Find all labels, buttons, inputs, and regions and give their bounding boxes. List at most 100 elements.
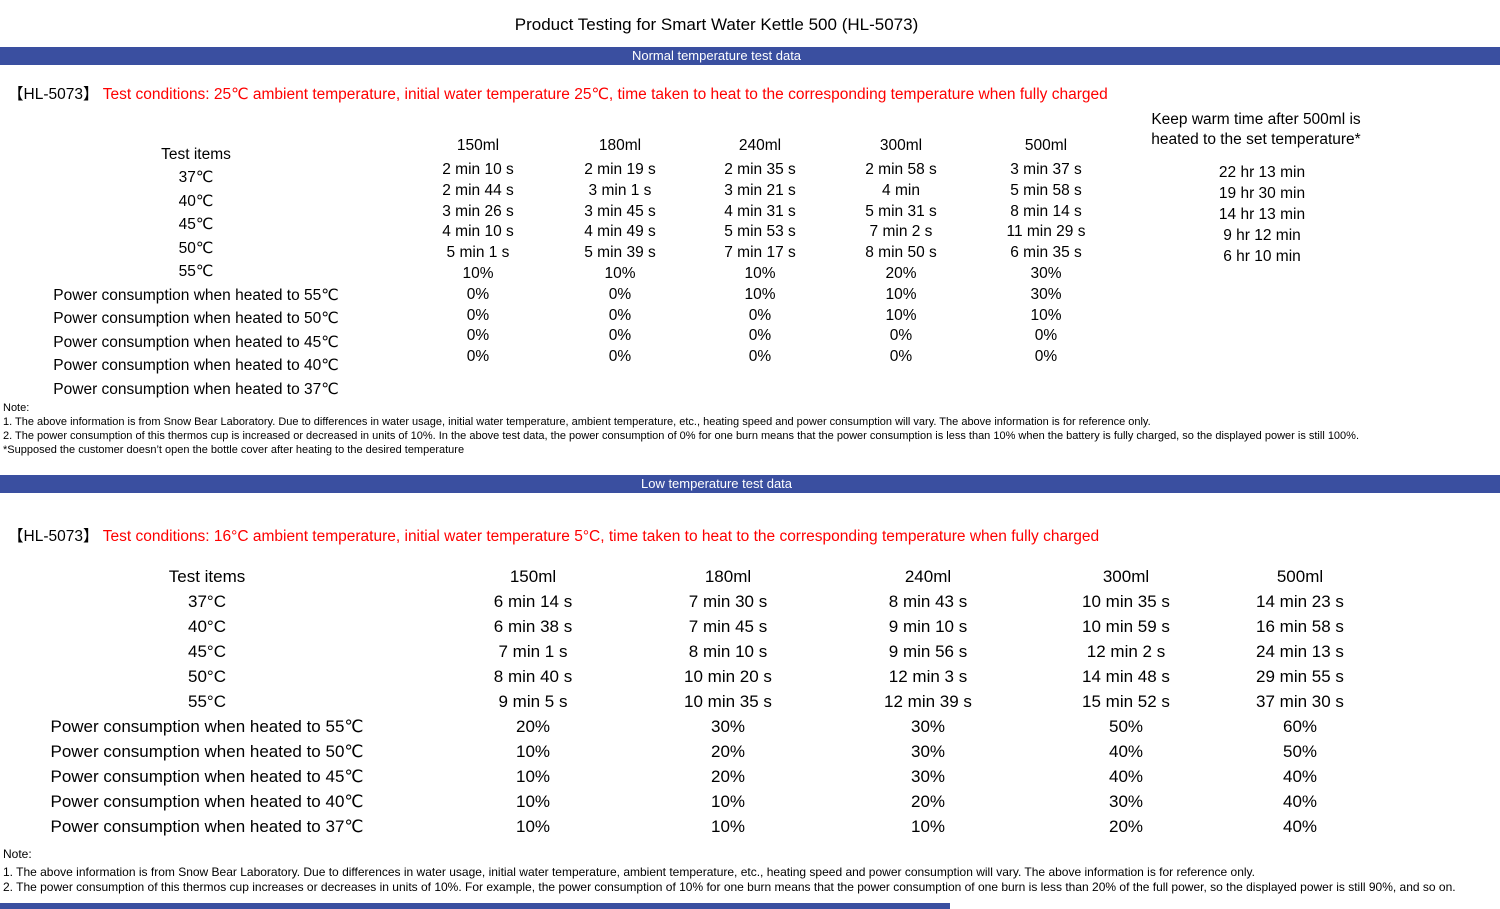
note-line: *Supposed the customer doesn’t open the … (3, 444, 465, 456)
note-heading: Note: (3, 402, 30, 414)
t1-cell: 7 min 2 s (869, 223, 933, 241)
t1-cell: 5 min 53 s (724, 223, 796, 241)
t1-column-header: 300ml (879, 137, 923, 154)
t2-row-label-header: Test items (168, 567, 246, 586)
t2-cell: 30% (710, 717, 746, 736)
t2-row-label: Power consumption when heated to 50℃ (50, 742, 364, 761)
t2-cell: 10% (515, 742, 551, 761)
t1-row-label: Power consumption when heated to 37℃ (53, 380, 339, 398)
t2-cell: 40% (1108, 742, 1144, 761)
t1-row-label: 37℃ (178, 169, 214, 186)
t2-row-label: 50°C (188, 667, 226, 686)
t2-cell: 30% (1108, 792, 1144, 811)
t1-cell: 0% (466, 306, 490, 324)
t1-cell: 0% (466, 327, 490, 345)
t1-cell: 0% (608, 348, 632, 366)
t2-row-label: 45°C (188, 642, 226, 661)
t2-cell: 14 min 48 s (1082, 667, 1170, 686)
t1-cell: 2 min 19 s (584, 161, 656, 178)
t1-keepwarm-header: heated to the set temperature* (1151, 131, 1361, 148)
section-banner-normal: Normal temperature test data (0, 47, 1500, 65)
t1-row-label: 55℃ (178, 263, 214, 280)
t1-cell: 3 min 21 s (724, 181, 796, 199)
t1-keepwarm-cell: 6 hr 10 min (1223, 248, 1301, 265)
t1-row-label-header: Test items (161, 145, 231, 163)
t2-cell: 40% (1282, 767, 1318, 786)
t1-cell: 20% (885, 265, 917, 282)
t1-cell: 0% (608, 306, 632, 324)
t1-keepwarm-cell: 22 hr 13 min (1218, 164, 1306, 181)
t2-cell: 16 min 58 s (1256, 617, 1344, 636)
test-conditions-text: Test conditions: 25℃ ambient temperature… (102, 86, 1108, 103)
t1-cell: 30% (1030, 265, 1062, 282)
note-heading: Note: (3, 847, 32, 861)
t2-cell: 30% (910, 767, 946, 786)
t1-column-header: 500ml (1024, 137, 1068, 154)
t2-cell: 8 min 43 s (888, 592, 968, 611)
t2-cell: 20% (710, 742, 746, 761)
t1-cell: 5 min 58 s (1010, 181, 1082, 199)
t1-cell: 3 min 1 s (588, 181, 652, 199)
t1-cell: 3 min 45 s (584, 202, 656, 220)
t1-row-label: 50℃ (178, 239, 214, 257)
test-conditions-line-normal: 【HL-5073】 Test conditions: 25℃ ambient t… (8, 82, 1108, 104)
t2-cell: 7 min 1 s (498, 642, 568, 661)
t2-cell: 60% (1282, 717, 1318, 736)
t1-cell: 30% (1030, 285, 1062, 303)
t1-keepwarm-cell: 14 hr 13 min (1218, 206, 1306, 223)
t1-cell: 3 min 37 s (1010, 161, 1082, 178)
t1-cell: 5 min 39 s (584, 244, 656, 262)
t2-row-label: 37°C (188, 592, 226, 611)
t1-cell: 8 min 14 s (1010, 202, 1082, 220)
t1-cell: 0% (608, 327, 632, 345)
t2-row-label: Power consumption when heated to 37℃ (50, 817, 364, 836)
t1-cell: 2 min 35 s (724, 161, 796, 178)
t1-cell: 10% (604, 265, 636, 282)
t2-cell: 9 min 56 s (888, 642, 968, 661)
t2-cell: 10% (515, 817, 551, 836)
t1-cell: 2 min 44 s (442, 181, 514, 199)
t2-cell: 6 min 14 s (493, 592, 573, 611)
t2-cell: 30% (910, 717, 946, 736)
section-banner-low-label: Low temperature test data (640, 476, 793, 491)
t2-cell: 20% (1108, 817, 1144, 836)
t2-cell: 10 min 59 s (1082, 617, 1170, 636)
t2-cell: 8 min 10 s (688, 642, 768, 661)
t1-column-header: 240ml (738, 137, 782, 154)
t1-cell: 5 min 31 s (865, 202, 937, 220)
t2-cell: 20% (910, 792, 946, 811)
t2-cell: 10% (710, 817, 746, 836)
t2-cell: 12 min 2 s (1086, 642, 1166, 661)
page-title: Product Testing for Smart Water Kettle 5… (514, 15, 919, 34)
t1-cell: 10% (885, 306, 917, 324)
note-line: 2. The power consumption of this thermos… (3, 880, 1456, 894)
t2-cell: 15 min 52 s (1082, 692, 1170, 711)
test-conditions-text: Test conditions: 16°C ambient temperatur… (102, 528, 1100, 545)
t1-row-label: 40℃ (178, 192, 214, 210)
t2-column-header: 240ml (904, 567, 952, 586)
note-line: 1. The above information is from Snow Be… (3, 865, 1255, 879)
model-code: 【HL-5073】 (8, 528, 99, 545)
section-banner-normal-label: Normal temperature test data (631, 48, 802, 63)
t2-cell: 6 min 38 s (493, 617, 573, 636)
t1-cell: 0% (1034, 348, 1058, 366)
t1-keepwarm-cell: 19 hr 30 min (1218, 185, 1306, 202)
t1-keepwarm-cell: 9 hr 12 min (1223, 227, 1301, 244)
t1-cell: 4 min 49 s (584, 223, 656, 241)
t1-cell: 0% (1034, 327, 1058, 345)
t1-cell: 11 min 29 s (1006, 223, 1086, 241)
bottom-partial-banner (0, 903, 950, 909)
test-conditions-line-low: 【HL-5073】 Test conditions: 16°C ambient … (8, 524, 1099, 546)
t2-column-header: 300ml (1102, 567, 1150, 586)
t2-cell: 20% (515, 717, 551, 736)
t2-row-label: Power consumption when heated to 45℃ (50, 767, 364, 786)
t2-cell: 24 min 13 s (1256, 642, 1344, 661)
t1-cell: 10% (885, 285, 917, 303)
t2-cell: 10% (515, 767, 551, 786)
t2-cell: 37 min 30 s (1256, 692, 1344, 711)
t2-cell: 10% (515, 792, 551, 811)
t2-row-label: 55°C (188, 692, 226, 711)
t2-column-header: 150ml (509, 567, 557, 586)
t2-cell: 40% (1282, 792, 1318, 811)
